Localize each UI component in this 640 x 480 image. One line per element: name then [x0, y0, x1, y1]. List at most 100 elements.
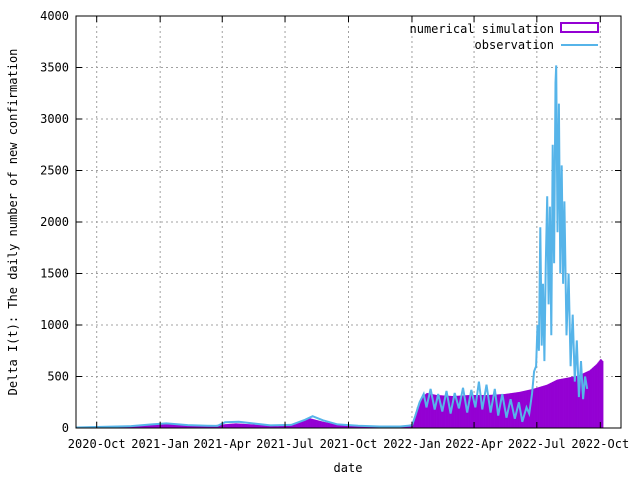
simulation-bar	[476, 395, 478, 428]
simulation-bar	[196, 425, 198, 428]
simulation-bar	[245, 424, 247, 428]
simulation-bar	[368, 426, 370, 428]
simulation-bar	[547, 384, 549, 428]
simulation-bar	[136, 425, 138, 428]
simulation-bar	[197, 425, 199, 428]
simulation-bar	[269, 425, 271, 428]
simulation-bar	[246, 424, 248, 428]
simulation-bar	[437, 395, 439, 428]
simulation-bar	[362, 426, 364, 428]
simulation-bar	[196, 425, 198, 428]
simulation-bar	[531, 389, 533, 428]
simulation-bar	[546, 384, 548, 428]
simulation-bar	[349, 425, 351, 428]
simulation-bar	[536, 387, 538, 428]
simulation-bar	[470, 395, 472, 428]
simulation-bar	[287, 425, 289, 428]
simulation-bar	[338, 425, 340, 428]
simulation-bar	[355, 426, 357, 428]
simulation-bar	[431, 394, 434, 428]
simulation-bar	[575, 376, 577, 428]
simulation-bar	[139, 425, 141, 428]
simulation-bar	[269, 425, 271, 428]
simulation-bar	[293, 424, 295, 428]
simulation-bar	[289, 424, 291, 428]
simulation-bar	[339, 425, 341, 428]
simulation-bar	[338, 424, 340, 428]
simulation-bar	[367, 426, 369, 428]
simulation-bar	[236, 423, 238, 428]
simulation-bar	[140, 425, 142, 428]
simulation-bar	[329, 423, 331, 428]
simulation-bar	[514, 392, 516, 428]
simulation-bar	[345, 425, 347, 428]
simulation-bar	[483, 395, 485, 428]
simulation-bar	[471, 395, 474, 428]
simulation-bar	[514, 392, 516, 428]
simulation-bar	[548, 383, 550, 428]
simulation-bar	[227, 423, 229, 428]
simulation-bar	[534, 388, 536, 428]
simulation-bar	[572, 376, 574, 428]
simulation-bar	[424, 394, 426, 428]
simulation-bar	[274, 425, 276, 428]
simulation-bar	[178, 424, 180, 428]
simulation-bar	[158, 424, 160, 428]
simulation-bar	[292, 424, 294, 428]
simulation-bar	[471, 395, 473, 428]
simulation-bar	[580, 374, 583, 428]
simulation-bar	[271, 425, 273, 428]
simulation-bar	[569, 377, 571, 428]
simulation-bar	[302, 421, 304, 428]
simulation-bar	[557, 379, 559, 428]
simulation-bar	[325, 422, 327, 428]
simulation-bar	[356, 426, 358, 428]
simulation-bar	[550, 382, 552, 428]
simulation-bar	[435, 394, 437, 428]
simulation-bar	[494, 394, 496, 428]
simulation-bar	[262, 425, 264, 428]
simulation-bar	[523, 390, 525, 428]
legend: numerical simulation observation	[410, 22, 599, 52]
simulation-bar	[547, 384, 549, 428]
simulation-bar	[191, 425, 193, 428]
simulation-bar	[276, 426, 278, 428]
simulation-bar	[265, 425, 267, 428]
simulation-bar	[457, 395, 459, 428]
simulation-bar	[540, 386, 543, 428]
simulation-bar	[247, 424, 249, 428]
simulation-bar	[563, 378, 565, 428]
simulation-bar	[367, 426, 369, 428]
simulation-bar	[222, 424, 224, 428]
simulation-bar	[350, 425, 352, 428]
simulation-bar	[558, 379, 560, 428]
simulation-bar	[439, 395, 441, 428]
simulation-bar	[249, 424, 251, 428]
simulation-bar	[151, 424, 153, 428]
simulation-bar	[253, 424, 255, 428]
simulation-bar	[421, 397, 423, 428]
simulation-bar	[491, 394, 494, 428]
simulation-bar	[143, 425, 145, 428]
simulation-bar	[533, 388, 535, 428]
simulation-bar	[137, 425, 139, 428]
simulation-bar	[146, 425, 148, 428]
simulation-bar	[486, 395, 488, 428]
simulation-bar	[539, 386, 541, 428]
simulation-bar	[331, 423, 333, 428]
simulation-bar	[578, 375, 580, 428]
simulation-bar	[532, 389, 534, 428]
simulation-bar	[425, 393, 427, 428]
simulation-bar	[545, 385, 547, 428]
y-tick-label: 4000	[40, 9, 69, 23]
simulation-bar	[180, 425, 182, 428]
simulation-bar	[555, 380, 557, 428]
simulation-bar	[469, 395, 471, 428]
simulation-bar	[544, 385, 546, 428]
simulation-bar	[473, 395, 475, 428]
simulation-bar	[354, 426, 356, 428]
simulation-bar	[573, 376, 575, 428]
x-tick-label: 2021-Oct	[320, 437, 378, 451]
y-tick-label: 1500	[40, 267, 69, 281]
simulation-bar	[256, 424, 258, 428]
